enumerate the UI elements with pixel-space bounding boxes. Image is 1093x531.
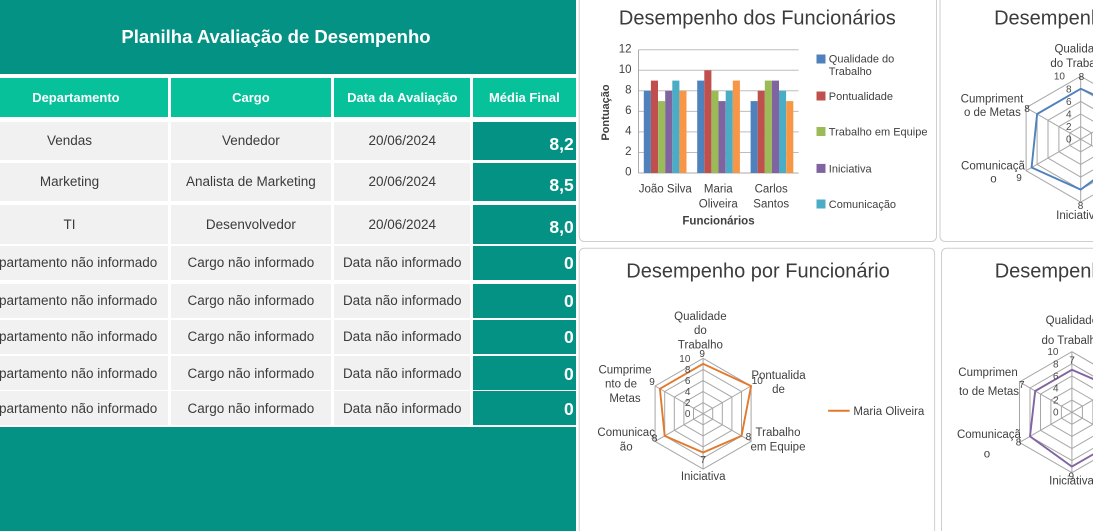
svg-text:do Trabalho: do Trabalho xyxy=(1042,335,1093,347)
svg-text:do: do xyxy=(694,325,707,337)
svg-text:10: 10 xyxy=(1047,347,1059,358)
svg-text:Oliveira: Oliveira xyxy=(699,198,739,210)
svg-text:9: 9 xyxy=(649,377,655,388)
svg-text:2: 2 xyxy=(625,146,631,158)
svg-text:10: 10 xyxy=(619,64,632,76)
svg-text:8: 8 xyxy=(1053,359,1059,370)
svg-text:Iniciativa: Iniciativa xyxy=(681,471,726,483)
svg-text:Iniciativa: Iniciativa xyxy=(829,163,873,175)
svg-text:4: 4 xyxy=(1066,110,1072,121)
svg-text:0: 0 xyxy=(625,167,631,179)
svg-text:9: 9 xyxy=(1069,471,1075,482)
svg-text:to de Metas: to de Metas xyxy=(959,386,1019,398)
svg-text:Desempenho - Carlos Santos: Desempenho - Carlos Santos xyxy=(995,261,1093,283)
svg-text:de: de xyxy=(772,384,785,396)
svg-text:10: 10 xyxy=(752,376,764,387)
svg-text:o: o xyxy=(984,449,990,461)
svg-text:8: 8 xyxy=(1024,104,1030,115)
svg-text:10: 10 xyxy=(679,354,691,365)
svg-text:Comunicaç: Comunicaç xyxy=(597,427,655,439)
svg-text:Cumprime: Cumprime xyxy=(598,365,651,377)
svg-text:o: o xyxy=(990,174,996,186)
svg-text:Qualidade: Qualidade xyxy=(674,311,726,323)
svg-text:Qualidade: Qualidade xyxy=(1054,44,1093,56)
svg-text:nto de: nto de xyxy=(605,379,637,391)
svg-text:4: 4 xyxy=(685,387,691,398)
svg-text:Cumpriment: Cumpriment xyxy=(961,94,1024,106)
svg-text:2: 2 xyxy=(1066,122,1072,133)
svg-text:7: 7 xyxy=(1069,355,1075,366)
svg-text:2: 2 xyxy=(685,398,691,409)
svg-text:Desempenho - João Silva: Desempenho - João Silva xyxy=(994,8,1093,30)
svg-text:do Trabalho: do Trabalho xyxy=(1050,58,1093,70)
svg-text:Iniciativa: Iniciativa xyxy=(1049,475,1093,487)
svg-text:Carlos: Carlos xyxy=(755,184,788,196)
svg-text:Pontualida: Pontualida xyxy=(751,370,806,382)
svg-text:Santos: Santos xyxy=(753,198,789,210)
svg-text:Pontuação: Pontuação xyxy=(600,84,612,141)
svg-text:Pontualidade: Pontualidade xyxy=(829,91,893,103)
svg-text:o de Metas: o de Metas xyxy=(964,107,1021,119)
svg-text:7: 7 xyxy=(1019,380,1025,391)
svg-text:0: 0 xyxy=(1053,408,1059,419)
svg-text:10: 10 xyxy=(1054,72,1066,83)
svg-text:Desempenho por Funcionário: Desempenho por Funcionário xyxy=(626,261,890,283)
svg-text:Qualidade do: Qualidade do xyxy=(829,54,894,66)
svg-text:7: 7 xyxy=(700,455,706,466)
svg-text:Trabalho: Trabalho xyxy=(678,339,723,351)
svg-text:8: 8 xyxy=(625,84,631,96)
svg-text:em Equipe: em Equipe xyxy=(751,442,806,454)
svg-text:0: 0 xyxy=(685,409,691,420)
svg-text:Desempenho dos Funcionários: Desempenho dos Funcionários xyxy=(619,8,896,30)
svg-text:Comunicaçã: Comunicaçã xyxy=(961,160,1026,172)
svg-text:8: 8 xyxy=(746,432,752,443)
svg-text:8: 8 xyxy=(1079,72,1085,83)
svg-text:Metas: Metas xyxy=(609,393,641,405)
svg-text:Trabalho: Trabalho xyxy=(829,66,872,78)
svg-text:6: 6 xyxy=(685,376,691,387)
svg-text:Comunicaçã: Comunicaçã xyxy=(957,429,1022,441)
svg-text:8: 8 xyxy=(1066,84,1072,95)
svg-text:Comunicação: Comunicação xyxy=(829,199,896,211)
svg-text:6: 6 xyxy=(625,105,631,117)
svg-text:0: 0 xyxy=(1066,135,1072,146)
svg-text:ão: ão xyxy=(620,442,633,454)
svg-text:Iniciativa: Iniciativa xyxy=(1056,210,1093,222)
svg-text:Maria: Maria xyxy=(704,184,733,196)
svg-text:8: 8 xyxy=(1078,201,1084,212)
svg-text:2: 2 xyxy=(1053,396,1059,407)
svg-text:8: 8 xyxy=(685,365,691,376)
svg-text:12: 12 xyxy=(619,43,632,55)
svg-text:João Silva: João Silva xyxy=(639,184,693,196)
svg-text:6: 6 xyxy=(1066,97,1072,108)
svg-text:8: 8 xyxy=(1016,437,1022,448)
svg-text:9: 9 xyxy=(699,349,705,360)
svg-text:9: 9 xyxy=(1016,173,1022,184)
svg-text:Maria Oliveira: Maria Oliveira xyxy=(853,406,925,418)
svg-text:8: 8 xyxy=(652,434,658,445)
svg-text:Qualidade: Qualidade xyxy=(1046,315,1093,327)
svg-text:4: 4 xyxy=(625,125,632,137)
svg-text:6: 6 xyxy=(1053,371,1059,382)
svg-text:Trabalho em Equipe: Trabalho em Equipe xyxy=(829,127,928,139)
svg-text:Cumprimen: Cumprimen xyxy=(958,367,1017,379)
svg-text:4: 4 xyxy=(1053,384,1059,395)
svg-text:Trabalho: Trabalho xyxy=(756,427,801,439)
svg-text:Funcionários: Funcionários xyxy=(682,216,754,228)
